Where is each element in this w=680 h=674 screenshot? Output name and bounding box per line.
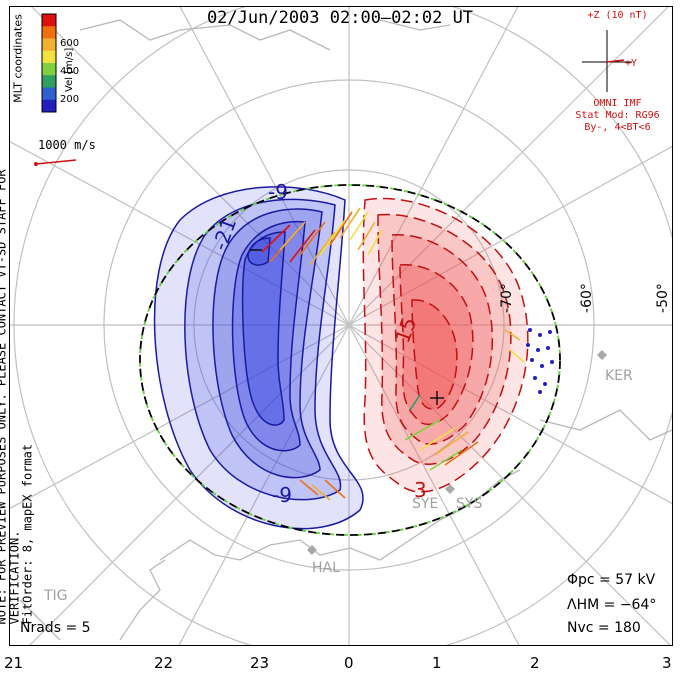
- contour-label-top: -9: [268, 180, 288, 204]
- colorbar-segment: [42, 26, 56, 39]
- boundary-green-dash: [139, 184, 561, 536]
- mlt-tick-23: 23: [250, 654, 270, 672]
- colorbar-segment: [42, 99, 56, 113]
- station-markers: [307, 350, 607, 555]
- mlt-tick-3: 3: [662, 654, 672, 672]
- latitude-label-70: -70°: [498, 283, 515, 313]
- stat-n-rads: Nrads = 5: [20, 620, 91, 636]
- colorbar-tick-600: 600: [60, 38, 80, 49]
- station-ker: KER: [605, 368, 633, 384]
- stat-model: Stat Mod: RG96: [575, 110, 660, 121]
- map-title: 02/Jun/2003 02:00–02:02 UT: [206, 8, 474, 28]
- station-sye: SYE: [412, 496, 439, 512]
- imf-panel: +Z (10 nT) +Y OMNI IMF Stat Mod: RG96 By…: [560, 10, 675, 134]
- colorbar-tick-400: 400: [60, 66, 80, 77]
- imf-source: OMNI IMF: [593, 98, 642, 109]
- coastline: [19, 19, 672, 641]
- station-sys: SYS: [456, 496, 483, 512]
- colorbar-segment: [42, 75, 56, 88]
- negative-cell: [153, 186, 364, 530]
- potential-max-marker: [430, 391, 444, 405]
- stat-lambda-hm: ΛHM = −64°: [567, 597, 657, 613]
- contour-label-bottom: -9: [272, 483, 292, 507]
- colorbar-segment: [42, 14, 56, 27]
- blue-vector-dots: [526, 328, 554, 394]
- mlt-tick-1: 1: [432, 654, 442, 672]
- contour-label-3: 3: [414, 478, 427, 502]
- preview-note: NOTE: FOR PREVIEW PURPOSES ONLY. PLEASE …: [0, 125, 35, 625]
- mlt-tick-22: 22: [154, 654, 174, 672]
- reference-vector-origin: [34, 162, 38, 166]
- imf-y-label: +Y: [624, 58, 637, 69]
- velocity-colorbar: [41, 13, 57, 113]
- station-hal: HAL: [312, 560, 340, 576]
- imf-conditions: By-, 4<BT<6: [584, 122, 651, 133]
- positive-cell: [362, 197, 529, 493]
- mlt-tick-0: 0: [344, 654, 354, 672]
- reference-vector-icon: [35, 159, 77, 165]
- latitude-label-50: -50°: [654, 283, 671, 313]
- colorbar-border: [41, 13, 57, 113]
- imf-clock-icon: [582, 30, 632, 92]
- imf-z-label: +Z (10 nT): [587, 10, 648, 21]
- stat-n-vc: Nvc = 180: [567, 620, 641, 636]
- mlt-tick-2: 2: [530, 654, 540, 672]
- station-tig: TIG: [44, 588, 68, 604]
- colorbar-tick-200: 200: [60, 94, 80, 105]
- colorbar-segment: [42, 87, 56, 101]
- coordinates-label: MLT coordinates: [11, 14, 25, 103]
- preview-note-line1: NOTE: FOR PREVIEW PURPOSES ONLY. PLEASE …: [0, 169, 22, 625]
- latitude-label-60: -60°: [578, 283, 595, 313]
- colorbar-segment: [42, 38, 56, 52]
- velocity-vectors: [261, 207, 525, 501]
- preview-note-line2: FitOrder: 8, mapEX format: [20, 443, 35, 625]
- reference-vector-label: 1000 m/s: [38, 138, 96, 152]
- colorbar-segment: [42, 63, 56, 76]
- stat-phi-pc: Φpc = 57 kV: [567, 572, 656, 588]
- mlt-tick-21: 21: [4, 654, 24, 672]
- colorbar-segment: [42, 50, 56, 64]
